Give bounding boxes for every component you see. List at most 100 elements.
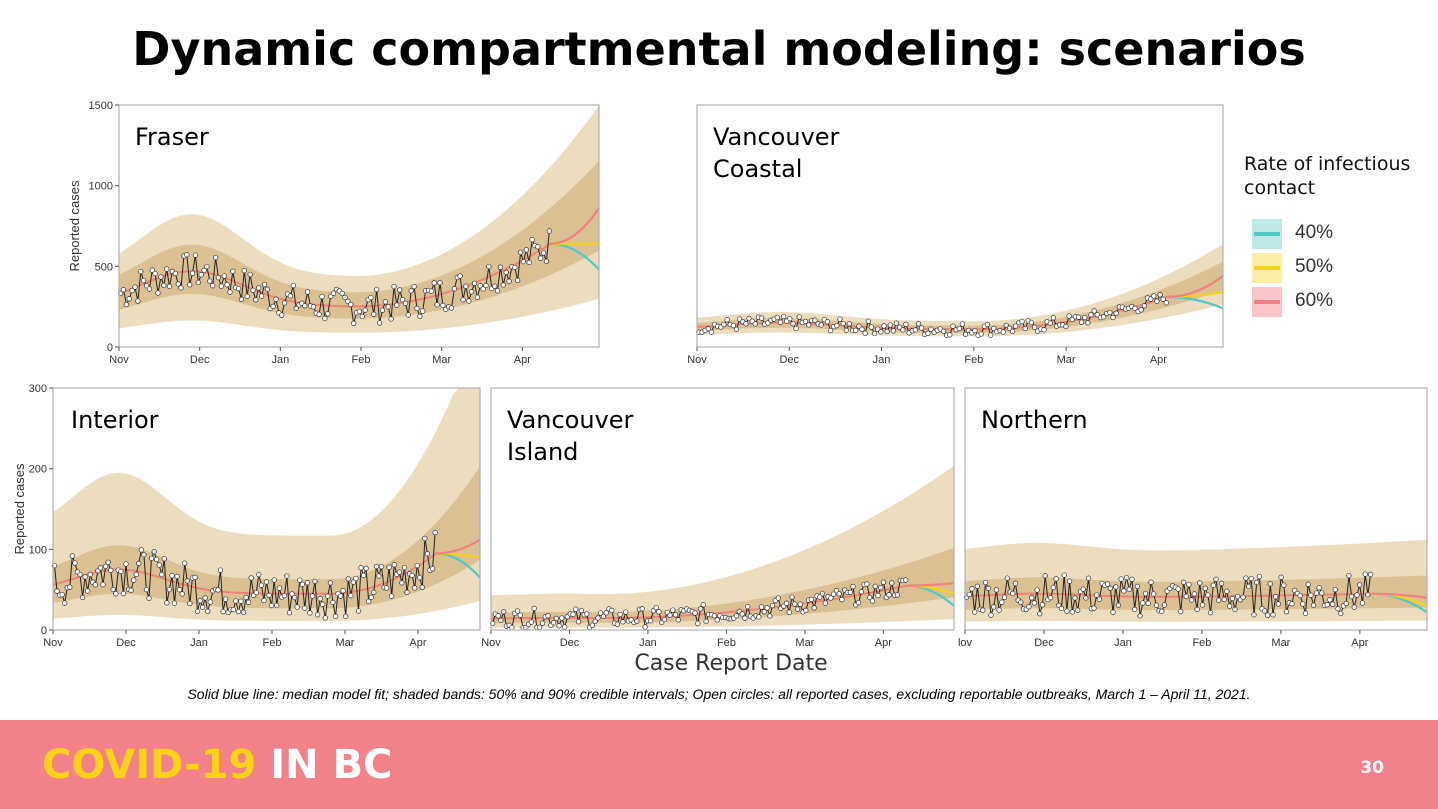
observed-point-panel-4: [1186, 581, 1192, 588]
observed-point-panel-0: [316, 311, 322, 318]
x-tick-label-3: Nov: [481, 637, 501, 649]
observed-point-panel-1: [1141, 303, 1148, 309]
observed-point-panel-0: [451, 286, 458, 292]
observed-point-panel-2: [77, 571, 83, 578]
observed-point-panel-0: [247, 271, 253, 278]
observed-point-panel-2: [245, 599, 252, 605]
observed-point-panel-1: [1082, 314, 1088, 321]
observed-point-panel-0: [342, 294, 348, 301]
observed-point-panel-4: [1329, 601, 1336, 607]
observed-point-panel-4: [1338, 610, 1344, 617]
observed-point-panel-4: [996, 607, 1002, 613]
observed-point-panel-1: [893, 320, 900, 326]
observed-point-panel-4: [1367, 571, 1374, 578]
panel-frame-3: [490, 387, 955, 631]
observed-point-panel-2: [205, 608, 211, 614]
observed-point-panel-0: [166, 283, 173, 290]
observed-point-panel-0: [123, 301, 130, 308]
observed-point-panel-2: [373, 563, 380, 570]
observed-point-panel-3: [661, 616, 668, 623]
observed-point-panel-1: [793, 325, 799, 332]
observed-point-panel-2: [378, 563, 385, 570]
observed-point-panel-1: [730, 322, 737, 329]
observed-point-panel-0: [385, 304, 391, 310]
observed-point-panel-0: [359, 313, 365, 320]
observed-point-panel-2: [92, 582, 98, 588]
observed-point-panel-3: [769, 602, 776, 609]
observed-point-panel-3: [864, 581, 870, 587]
observed-point-panel-1: [834, 322, 840, 329]
observed-point-panel-0: [474, 294, 481, 300]
observed-point-panel-1: [947, 332, 953, 338]
observed-point-panel-2: [258, 582, 265, 588]
observed-point-panel-3: [578, 607, 584, 614]
observed-point-panel-4: [1148, 579, 1154, 585]
y-tick-label-2: 200: [29, 464, 47, 476]
y-tick-label-2: 100: [29, 544, 47, 556]
observed-point-panel-2: [312, 578, 318, 584]
observed-point-panel-1: [818, 322, 824, 328]
observed-point-panel-3: [700, 602, 706, 608]
legend-swatch-50: [1252, 253, 1282, 283]
observed-point-panel-1: [774, 314, 780, 321]
observed-point-panel-1: [890, 328, 897, 334]
observed-point-panel-1: [802, 318, 809, 325]
observed-point-panel-4: [1359, 600, 1366, 606]
observed-point-panel-3: [822, 600, 828, 606]
observed-point-panel-0: [221, 273, 227, 279]
observed-point-panel-2: [166, 586, 173, 593]
observed-point-panel-2: [281, 592, 288, 599]
observed-point-panel-2: [179, 591, 185, 597]
observed-point-panel-3: [850, 583, 856, 590]
observed-point-panel-4: [1332, 586, 1338, 593]
observed-point-panel-0: [224, 282, 230, 288]
observed-point-panel-1: [1110, 314, 1116, 321]
observed-point-panel-2: [105, 559, 111, 565]
observed-point-panel-3: [847, 589, 853, 595]
y-tick-label-2: 0: [41, 625, 47, 637]
observed-point-panel-4: [1365, 592, 1371, 598]
observed-point-panel-1: [928, 326, 934, 332]
x-tick-label-3: Feb: [717, 637, 736, 649]
observed-point-panel-3: [867, 594, 873, 601]
observed-point-panel-4: [966, 591, 972, 598]
observed-point-panel-2: [159, 571, 165, 578]
panel-frame-1: [696, 104, 1224, 348]
observed-point-panel-3: [559, 615, 565, 621]
observed-point-panel-1: [721, 321, 727, 328]
observed-point-panel-1: [1160, 296, 1166, 302]
observed-point-panel-4: [1254, 579, 1260, 586]
observed-point-panel-2: [432, 529, 438, 536]
observed-point-panel-2: [184, 578, 190, 584]
observed-point-panel-0: [486, 263, 492, 270]
page-number: 30: [1360, 758, 1384, 778]
observed-point-panel-4: [1302, 610, 1309, 616]
observed-point-panel-2: [148, 555, 155, 561]
observed-point-panel-3: [875, 592, 881, 599]
y-tick-label-0: 1000: [89, 181, 113, 193]
observed-point-panel-0: [351, 320, 357, 326]
x-tick-label-0: Jan: [271, 354, 289, 366]
observed-point-panel-0: [411, 283, 417, 290]
observed-point-panel-3: [653, 604, 659, 611]
observed-point-panel-4: [1343, 600, 1349, 607]
observed-point-panel-2: [309, 593, 316, 599]
observed-point-panel-1: [1085, 320, 1091, 326]
observed-point-panel-2: [171, 600, 178, 606]
observed-point-panel-4: [1264, 612, 1271, 618]
observed-point-panel-4: [1069, 609, 1075, 615]
observed-point-panel-1: [1157, 292, 1163, 298]
observed-point-panel-4: [1267, 581, 1273, 587]
legend-title-line2: contact: [1244, 177, 1316, 199]
observed-point-panel-0: [244, 293, 250, 299]
observed-point-panel-4: [1080, 586, 1086, 592]
observed-point-panel-0: [428, 288, 435, 294]
observed-point-panel-3: [656, 609, 662, 615]
observed-point-panel-2: [128, 587, 134, 593]
scenario-60-panel-3: [906, 582, 955, 587]
observed-point-panel-2: [429, 566, 436, 572]
observed-point-panel-0: [529, 237, 535, 243]
observed-point-panel-1: [837, 316, 843, 322]
observed-point-panel-0: [175, 281, 181, 287]
observed-point-panel-2: [286, 610, 293, 616]
